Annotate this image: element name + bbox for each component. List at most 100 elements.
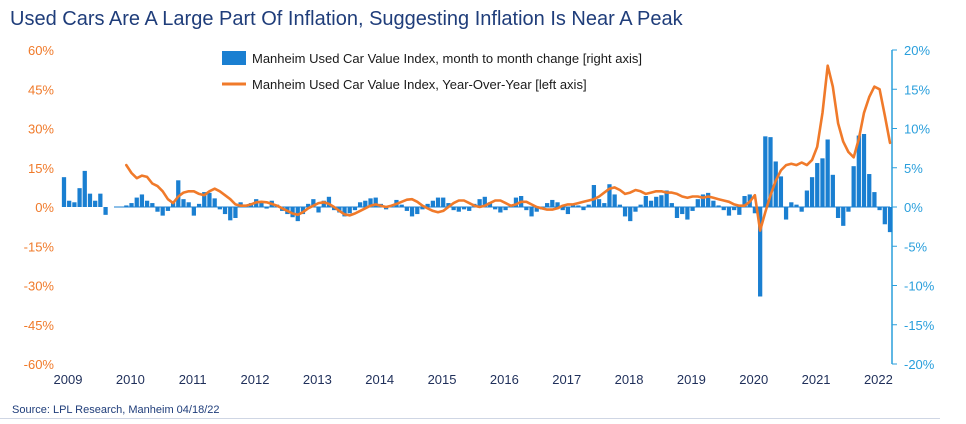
left-axis-tick-label: 60% xyxy=(28,43,54,58)
mom-change-bar xyxy=(326,196,332,207)
mom-change-bar xyxy=(524,207,529,211)
mom-change-bar xyxy=(160,207,165,216)
mom-change-bar xyxy=(144,200,150,207)
mom-change-bar xyxy=(98,193,103,207)
mom-change-bar xyxy=(602,203,607,207)
left-axis-tick-label: -60% xyxy=(24,357,55,372)
mom-change-bar xyxy=(654,196,659,207)
mom-change-bar xyxy=(150,203,155,207)
right-axis-tick-label: 5% xyxy=(904,161,923,176)
mom-change-bar xyxy=(617,204,623,207)
mom-change-bar xyxy=(202,192,207,207)
mom-change-bar xyxy=(565,207,571,215)
mom-change-bar xyxy=(846,207,851,212)
mom-change-bar xyxy=(887,207,893,233)
footer-divider xyxy=(0,418,940,419)
mom-change-bar xyxy=(690,207,695,211)
mom-change-bar xyxy=(368,198,373,207)
mom-change-bar xyxy=(721,207,726,211)
mom-change-bar xyxy=(196,203,202,207)
mom-change-bar xyxy=(82,170,87,207)
mom-change-bar xyxy=(513,197,519,207)
mom-change-bar xyxy=(451,207,456,211)
mom-change-bar xyxy=(233,207,238,218)
mom-change-bar xyxy=(217,207,222,210)
mom-change-bar xyxy=(867,174,872,207)
mom-change-bar xyxy=(737,207,742,215)
mom-change-bar xyxy=(191,207,196,216)
left-axis-tick-label: -45% xyxy=(24,318,55,333)
mom-change-bar xyxy=(560,207,565,211)
mom-change-bar xyxy=(830,174,835,207)
mom-change-bar xyxy=(643,196,648,207)
x-axis-tick-label: 2013 xyxy=(303,372,332,387)
x-axis-tick-label: 2018 xyxy=(615,372,644,387)
left-axis-tick-label: 15% xyxy=(28,161,54,176)
mom-change-bar xyxy=(409,207,415,217)
x-axis-tick-label: 2012 xyxy=(241,372,270,387)
mom-change-bar xyxy=(841,207,846,226)
mom-change-bar xyxy=(550,199,555,207)
left-axis-tick-label: 45% xyxy=(28,82,54,97)
right-axis-tick-label: -10% xyxy=(904,279,935,294)
mom-change-bar xyxy=(794,204,799,207)
mom-change-bar xyxy=(186,202,191,207)
mom-change-bar xyxy=(804,190,810,207)
mom-change-bar xyxy=(212,198,217,207)
x-axis-tick-label: 2020 xyxy=(739,372,768,387)
mom-change-bar xyxy=(503,207,508,211)
mom-change-bar xyxy=(607,184,612,207)
right-axis-tick-label: 20% xyxy=(904,43,930,58)
mom-change-bar xyxy=(399,204,404,207)
mom-change-bar xyxy=(352,207,358,211)
mom-change-bar xyxy=(420,207,425,210)
mom-change-bar xyxy=(799,207,804,212)
left-axis-tick-label: 30% xyxy=(28,122,54,137)
mom-change-bar xyxy=(61,177,67,207)
mom-change-bar xyxy=(716,205,721,207)
mom-change-bar xyxy=(207,192,212,207)
chart-title: Used Cars Are A Large Part Of Inflation,… xyxy=(10,8,683,30)
mom-change-bar xyxy=(576,205,581,207)
x-axis-tick-label: 2010 xyxy=(116,372,145,387)
left-axis-tick-label: -30% xyxy=(24,279,55,294)
mom-change-bar xyxy=(628,207,633,222)
mom-change-bar xyxy=(815,163,820,207)
mom-change-bar xyxy=(435,197,441,207)
mom-change-bar xyxy=(72,202,77,207)
mom-change-bar xyxy=(363,200,368,207)
mom-change-bar xyxy=(467,207,472,211)
mom-change-bar xyxy=(555,202,560,207)
mom-change-bar xyxy=(228,207,233,221)
mom-change-bar xyxy=(732,207,737,211)
mom-change-bar xyxy=(856,135,861,207)
mom-change-bar xyxy=(581,207,586,211)
x-axis-tick-label: 2022 xyxy=(864,372,893,387)
mom-change-bar xyxy=(498,207,503,213)
x-axis-tick-label: 2021 xyxy=(802,372,831,387)
mom-change-bar xyxy=(129,203,134,207)
mom-change-bar xyxy=(404,207,409,211)
mom-change-bar xyxy=(461,207,467,210)
mom-change-bar xyxy=(726,207,732,216)
mom-change-bar xyxy=(456,207,461,212)
mom-change-bar xyxy=(181,199,186,207)
mom-change-bar xyxy=(669,203,674,207)
right-axis-tick-label: -15% xyxy=(904,318,935,333)
x-axis-tick-label: 2014 xyxy=(365,372,394,387)
mom-change-bar xyxy=(742,196,747,207)
mom-change-bar xyxy=(264,207,269,209)
mom-change-bar xyxy=(758,207,763,297)
mom-change-bar xyxy=(789,202,794,207)
mom-change-bar xyxy=(321,200,326,207)
mom-change-bar xyxy=(77,188,82,207)
mom-change-bar xyxy=(134,197,139,207)
mom-change-bar xyxy=(124,205,129,207)
mom-change-bar xyxy=(851,166,856,207)
right-axis-tick-label: 0% xyxy=(904,200,923,215)
mom-change-bar xyxy=(415,207,420,215)
mom-change-bar xyxy=(139,194,145,207)
x-axis-tick-label: 2016 xyxy=(490,372,519,387)
mom-change-bar xyxy=(877,207,882,211)
mom-change-bar xyxy=(446,203,451,207)
